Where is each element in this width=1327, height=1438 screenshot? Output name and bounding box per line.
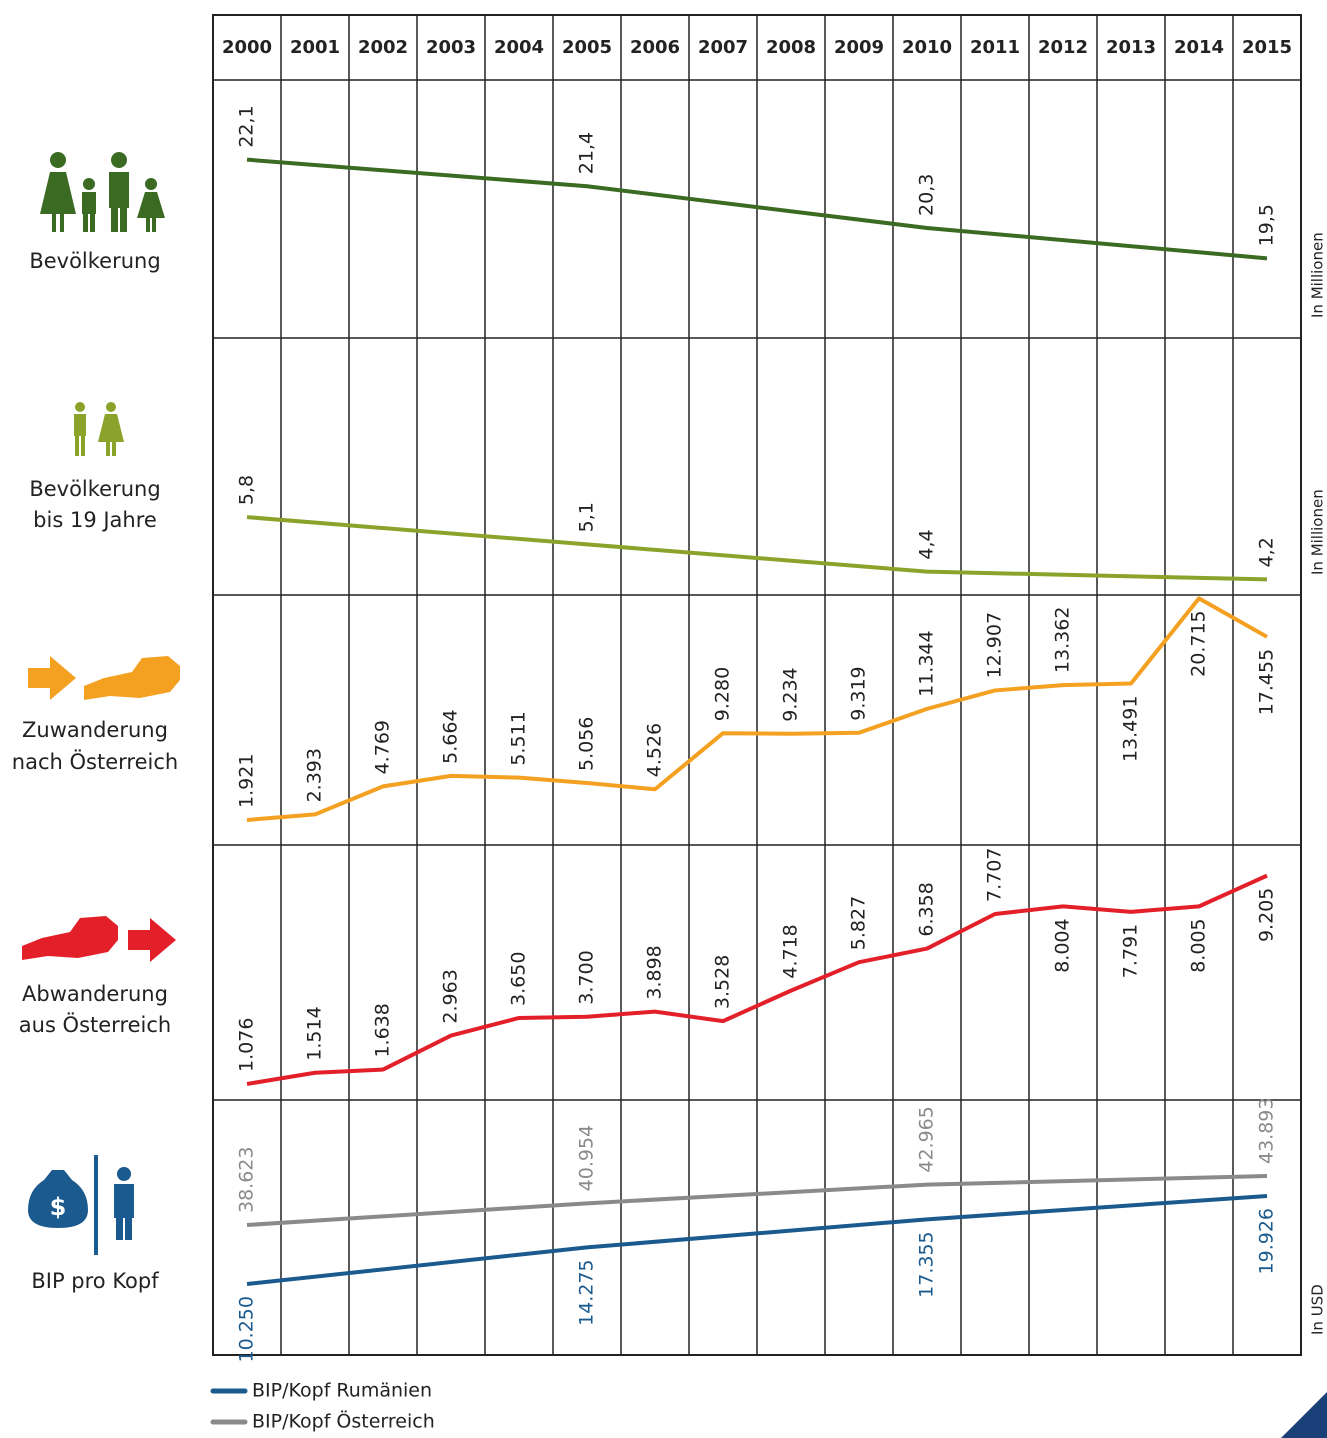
value-label: 9.280 bbox=[712, 667, 734, 721]
value-label: 1.076 bbox=[236, 1018, 258, 1072]
value-label: 19.926 bbox=[1256, 1208, 1278, 1274]
value-label: 9.205 bbox=[1256, 888, 1278, 942]
value-label: 1.921 bbox=[236, 754, 258, 808]
row-label: Bevölkerung bbox=[29, 477, 160, 501]
value-label: 6.358 bbox=[916, 882, 938, 936]
year-label: 2015 bbox=[1242, 37, 1292, 58]
value-label: 10.250 bbox=[236, 1296, 258, 1362]
value-label: 8.005 bbox=[1188, 918, 1210, 972]
year-label: 2012 bbox=[1038, 37, 1088, 58]
value-label: 42.965 bbox=[916, 1106, 938, 1172]
value-label: 4.769 bbox=[372, 720, 394, 774]
value-label: 40.954 bbox=[576, 1125, 598, 1191]
series-line bbox=[246, 1193, 1268, 1287]
year-label: 2005 bbox=[562, 37, 612, 58]
year-label: 2000 bbox=[222, 37, 272, 58]
emigration-icon bbox=[22, 916, 176, 962]
year-label: 2002 bbox=[358, 37, 408, 58]
series-line bbox=[246, 873, 1268, 1086]
year-label: 2004 bbox=[494, 37, 544, 58]
family-icon bbox=[40, 152, 165, 232]
value-label: 17.455 bbox=[1256, 649, 1278, 715]
value-label: 3.650 bbox=[508, 952, 530, 1006]
value-label: 17.355 bbox=[916, 1231, 938, 1297]
value-label: 9.319 bbox=[848, 666, 870, 720]
series-line bbox=[246, 596, 1268, 822]
value-label: 7.707 bbox=[984, 848, 1006, 902]
year-label: 2011 bbox=[970, 37, 1020, 58]
value-label: 5.056 bbox=[576, 717, 598, 771]
value-label: 19,5 bbox=[1256, 204, 1278, 246]
series-line bbox=[246, 1174, 1268, 1228]
children-icon bbox=[74, 402, 124, 456]
value-label: 20,3 bbox=[916, 174, 938, 216]
value-label: 5,8 bbox=[236, 475, 258, 505]
value-label: 22,1 bbox=[236, 105, 258, 147]
value-label: 5.664 bbox=[440, 709, 462, 763]
unit-label: In Millionen bbox=[1309, 232, 1327, 318]
value-label: 4,2 bbox=[1256, 537, 1278, 567]
value-label: 3.898 bbox=[644, 945, 666, 999]
row-label: Zuwanderung bbox=[22, 718, 168, 742]
value-label: 1.514 bbox=[304, 1006, 326, 1060]
row-label: Abwanderung bbox=[22, 982, 168, 1006]
year-label: 2006 bbox=[630, 37, 680, 58]
value-label: 3.700 bbox=[576, 950, 598, 1004]
value-label: 13.491 bbox=[1120, 696, 1142, 762]
row-label: Bevölkerung bbox=[29, 249, 160, 273]
value-label: 12.907 bbox=[984, 612, 1006, 678]
series-line bbox=[246, 157, 1268, 261]
value-label: 4.718 bbox=[780, 924, 802, 978]
year-label: 2009 bbox=[834, 37, 884, 58]
immigration-icon bbox=[28, 656, 180, 700]
unit-label: In USD bbox=[1309, 1284, 1327, 1335]
svg-text:$: $ bbox=[50, 1193, 67, 1221]
value-label: 3.528 bbox=[712, 955, 734, 1009]
value-label: 14.275 bbox=[576, 1259, 598, 1325]
value-label: 20.715 bbox=[1188, 610, 1210, 676]
year-label: 2010 bbox=[902, 37, 952, 58]
gdp-icon: $ bbox=[28, 1155, 134, 1255]
unit-label: In Millionen bbox=[1309, 489, 1327, 575]
year-label: 2013 bbox=[1106, 37, 1156, 58]
value-label: 7.791 bbox=[1120, 924, 1142, 978]
year-label: 2014 bbox=[1174, 37, 1224, 58]
value-label: 8.004 bbox=[1052, 918, 1074, 972]
value-label: 2.963 bbox=[440, 969, 462, 1023]
year-label: 2003 bbox=[426, 37, 476, 58]
year-label: 2008 bbox=[766, 37, 816, 58]
year-label: 2007 bbox=[698, 37, 748, 58]
row-label: bis 19 Jahre bbox=[33, 508, 157, 532]
legend-label: BIP/Kopf Rumänien bbox=[252, 1380, 432, 1402]
corner-decoration bbox=[1281, 1392, 1327, 1438]
value-label: 5.827 bbox=[848, 896, 870, 950]
value-label: 5.511 bbox=[508, 711, 530, 765]
value-label: 5,1 bbox=[576, 502, 598, 532]
value-label: 2.393 bbox=[304, 748, 326, 802]
value-label: 38.623 bbox=[236, 1147, 258, 1213]
value-label: 43.893 bbox=[1256, 1098, 1278, 1164]
year-label: 2001 bbox=[290, 37, 340, 58]
row-label: BIP pro Kopf bbox=[31, 1269, 159, 1293]
legend-label: BIP/Kopf Österreich bbox=[252, 1410, 435, 1433]
row-label: nach Österreich bbox=[12, 749, 178, 774]
value-label: 9.234 bbox=[780, 667, 802, 721]
value-label: 4.526 bbox=[644, 723, 666, 777]
row-label: aus Österreich bbox=[19, 1012, 171, 1037]
series-line bbox=[246, 515, 1268, 582]
value-label: 11.344 bbox=[916, 630, 938, 696]
value-label: 4,4 bbox=[916, 529, 938, 559]
value-label: 13.362 bbox=[1052, 607, 1074, 673]
value-label: 1.638 bbox=[372, 1003, 394, 1057]
value-label: 21,4 bbox=[576, 132, 598, 174]
